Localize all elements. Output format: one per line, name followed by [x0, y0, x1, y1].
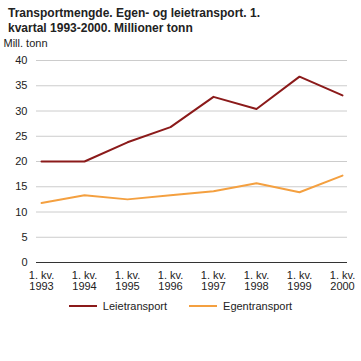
- svg-text:5: 5: [21, 231, 27, 243]
- svg-text:1. kv.1996: 1. kv.1996: [158, 269, 183, 292]
- html-text:Leietransport: Leietransport: [102, 300, 167, 312]
- html-text:Egentransport: Egentransport: [223, 300, 293, 312]
- svg-text:35: 35: [15, 79, 27, 91]
- svg-text:30: 30: [15, 105, 27, 117]
- svg-text:15: 15: [15, 180, 27, 192]
- html-text:Transportmengde. Egen- og leie: Transportmengde. Egen- og leietransport.…: [8, 6, 260, 35]
- svg-text:1. kv.1999: 1. kv.1999: [287, 269, 312, 292]
- svg-text:1. kv.1994: 1. kv.1994: [72, 269, 97, 292]
- svg-text:20: 20: [15, 155, 27, 167]
- svg-text:1. kv.1998: 1. kv.1998: [244, 269, 269, 292]
- svg-text:10: 10: [15, 206, 27, 218]
- svg-text:Mill. tonn: Mill. tonn: [4, 37, 48, 49]
- svg-text:0: 0: [21, 256, 27, 268]
- svg-text:40: 40: [15, 54, 27, 66]
- svg-text:1. kv.2000: 1. kv.2000: [330, 269, 355, 292]
- svg-text:1. kv.1997: 1. kv.1997: [201, 269, 226, 292]
- svg-text:1. kv.1995: 1. kv.1995: [115, 269, 140, 292]
- svg-text:25: 25: [15, 130, 27, 142]
- svg-text:1. kv.1993: 1. kv.1993: [29, 269, 54, 292]
